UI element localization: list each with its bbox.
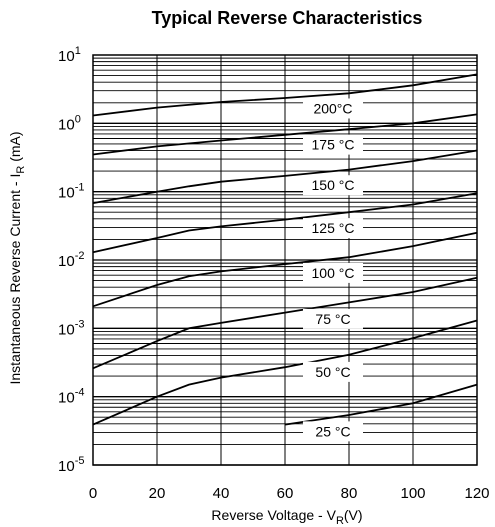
series-line	[92, 319, 478, 426]
series-label-bg	[303, 421, 363, 442]
plot-frame	[92, 54, 478, 466]
x-tick-labels: 0 20 40 60 80 100 120	[89, 485, 490, 502]
y-axis-label: Instantaneous Reverse Current - IR (mA)	[7, 131, 27, 384]
x-tick-label: 40	[213, 485, 230, 502]
series-label: 50 °C	[315, 364, 350, 380]
chart-title: Typical Reverse Characteristics	[152, 8, 423, 28]
series-label-bg	[303, 361, 363, 382]
series-line	[92, 276, 478, 370]
series-line	[92, 149, 478, 204]
y-tick-label: 101	[58, 45, 81, 65]
series-label-bg	[303, 175, 363, 196]
series-label: 175 °C	[312, 137, 355, 153]
grid	[92, 55, 478, 466]
y-tick-label: 10-2	[58, 250, 84, 270]
series-label: 200°C	[313, 100, 352, 116]
series-label: 25 °C	[315, 423, 350, 439]
series-label: 125 °C	[312, 220, 355, 236]
series-label: 150 °C	[312, 177, 355, 193]
x-tick-label: 0	[89, 485, 97, 502]
x-axis-label: Reverse Voltage - VR(V)	[211, 507, 362, 527]
series-line	[284, 383, 478, 426]
x-tick-label: 80	[341, 485, 358, 502]
y-tick-label: 10-1	[58, 182, 84, 202]
series-curves	[92, 73, 478, 426]
x-tick-label: 100	[400, 485, 425, 502]
y-tick-label: 100	[58, 113, 81, 133]
series-label-bg	[303, 134, 363, 155]
series-label: 75 °C	[315, 311, 350, 327]
x-tick-label: 60	[277, 485, 294, 502]
y-tick-label: 10-4	[58, 387, 84, 407]
series-line	[92, 231, 478, 308]
series-labels: 200°C 175 °C 150 °C 125 °C 100 °C 75 °C 50 °C 2…	[303, 98, 363, 442]
series-label-bg	[303, 308, 363, 329]
y-tick-label: 10-5	[58, 455, 84, 475]
series-label-bg	[303, 218, 363, 239]
series-line	[92, 192, 478, 254]
series-line	[92, 73, 478, 117]
series-label-bg	[303, 98, 363, 119]
y-tick-labels: 101 100 10-1 10-2 10-3 10-4 10-5	[58, 45, 84, 475]
y-tick-label: 10-3	[58, 318, 84, 338]
x-tick-label: 120	[464, 485, 489, 502]
series-label: 100 °C	[312, 265, 355, 281]
x-tick-label: 20	[149, 485, 166, 502]
series-label-bg	[303, 262, 363, 283]
series-line	[92, 113, 478, 156]
